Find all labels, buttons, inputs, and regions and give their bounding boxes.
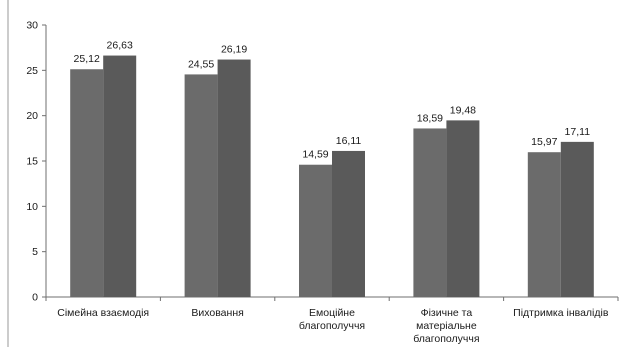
bar (103, 55, 137, 297)
y-tick-label: 30 (26, 20, 38, 32)
category-label: Емоційне (309, 307, 355, 319)
data-label: 19,48 (450, 104, 476, 116)
data-label: 18,59 (417, 112, 443, 124)
data-labels: 25,12 26,63 24,55 26,19 14,59 16,11 18,59 19,48… (74, 40, 591, 161)
y-tick-label: 5 (32, 246, 38, 258)
category-label: благополуччя (413, 333, 479, 345)
bars (70, 55, 594, 297)
y-tick-label: 0 (32, 292, 38, 304)
bar (560, 141, 594, 297)
category-label: Фізичне та (421, 307, 473, 319)
data-label: 16,11 (336, 135, 362, 147)
bar (184, 74, 218, 297)
data-label: 24,55 (188, 58, 214, 70)
category-label: матеріальне (416, 320, 477, 332)
data-label: 15,97 (531, 136, 557, 148)
bar (299, 164, 332, 297)
y-tick-label: 20 (26, 110, 38, 122)
bar (413, 128, 447, 297)
category-label: благополуччя (299, 320, 365, 332)
category-label: Виховання (191, 307, 243, 319)
category-label: Сімейна взаємодія (57, 307, 149, 319)
data-label: 17,11 (565, 126, 591, 138)
bar (446, 120, 480, 297)
y-tick-label: 25 (26, 65, 38, 77)
data-label: 25,12 (74, 53, 100, 65)
category-labels: Сімейна взаємодія Виховання Емоційнеблагоп… (57, 307, 609, 345)
bar (70, 69, 104, 297)
bar (332, 150, 365, 297)
data-label: 14,59 (302, 149, 328, 161)
category-label: Підтримка інвалідів (513, 307, 609, 319)
data-label: 26,19 (221, 44, 247, 56)
data-label: 26,63 (107, 40, 133, 52)
y-tick-label: 15 (26, 156, 38, 168)
bar (217, 59, 251, 297)
y-tick-label: 10 (26, 201, 38, 213)
bar (527, 152, 561, 297)
